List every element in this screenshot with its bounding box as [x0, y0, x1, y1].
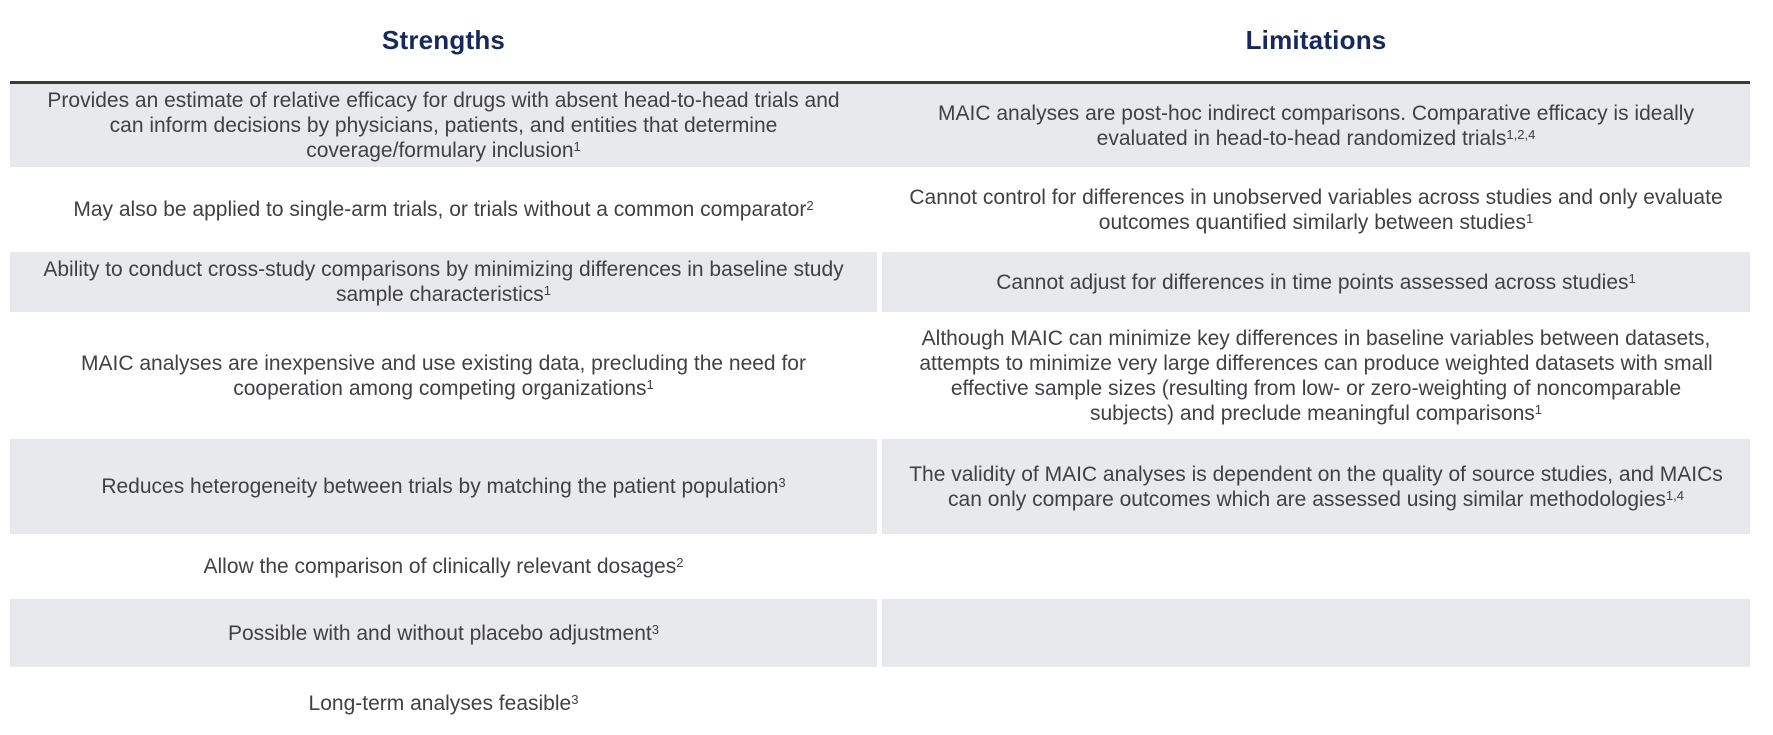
cell-text: MAIC analyses are inexpensive and use ex…: [81, 351, 806, 400]
strengths-cell: Possible with and without placebo adjust…: [10, 599, 877, 667]
column-header-strengths: Strengths: [381, 25, 506, 55]
column-header-limitations: Limitations: [1245, 25, 1387, 55]
limitations-cell: Cannot control for differences in unobse…: [882, 167, 1750, 252]
reference-superscript: 1: [646, 376, 654, 392]
cell-text: The validity of MAIC analyses is depende…: [909, 462, 1723, 511]
reference-superscript: 1,4: [1665, 487, 1684, 503]
limitations-cell: The validity of MAIC analyses is depende…: [882, 439, 1750, 534]
table-row: Provides an estimate of relative efficac…: [10, 84, 1750, 167]
reference-superscript: 3: [571, 691, 579, 707]
reference-superscript: 2: [806, 198, 814, 214]
cell-text: MAIC analyses are post-hoc indirect comp…: [938, 101, 1694, 150]
strengths-cell: MAIC analyses are inexpensive and use ex…: [10, 312, 877, 439]
cell-text: Cannot adjust for differences in time po…: [996, 270, 1636, 294]
cell-text: Although MAIC can minimize key differenc…: [919, 326, 1713, 425]
strengths-cell: Long-term analyses feasible3: [10, 667, 877, 735]
cell-text: Allow the comparison of clinically relev…: [203, 555, 684, 578]
reference-superscript: 1: [1525, 210, 1534, 226]
reference-superscript: 1: [573, 139, 581, 155]
table-header-row: Strengths Limitations: [10, 0, 1750, 81]
limitations-cell-empty: [882, 599, 1750, 667]
limitations-cell: Cannot adjust for differences in time po…: [882, 252, 1750, 312]
reference-superscript: 3: [778, 475, 786, 491]
header-divider: [10, 81, 1750, 84]
strengths-cell: Allow the comparison of clinically relev…: [10, 534, 877, 599]
table-row: Possible with and without placebo adjust…: [10, 599, 1750, 667]
comparison-table: Strengths Limitations Provides an estima…: [10, 0, 1750, 735]
cell-text: Cannot control for differences in unobse…: [909, 185, 1723, 234]
limitations-cell-empty: [882, 534, 1750, 599]
cell-text: May also be applied to single-arm trials…: [73, 198, 814, 221]
reference-superscript: 1,2,4: [1506, 126, 1536, 142]
table-row: Ability to conduct cross-study compariso…: [10, 252, 1750, 312]
limitations-cell-empty: [882, 667, 1750, 735]
strengths-cell: Provides an estimate of relative efficac…: [10, 84, 877, 167]
table-row: MAIC analyses are inexpensive and use ex…: [10, 312, 1750, 439]
cell-text: Reduces heterogeneity between trials by …: [101, 475, 786, 498]
reference-superscript: 2: [676, 555, 684, 571]
cell-text: Ability to conduct cross-study compariso…: [43, 258, 844, 306]
column-gutter: [877, 84, 882, 167]
table-row: Long-term analyses feasible3: [10, 667, 1750, 735]
strengths-cell: May also be applied to single-arm trials…: [10, 167, 877, 252]
reference-superscript: 1: [1534, 401, 1542, 417]
table-row: Allow the comparison of clinically relev…: [10, 534, 1750, 599]
strengths-cell: Ability to conduct cross-study compariso…: [10, 252, 877, 312]
strengths-cell: Reduces heterogeneity between trials by …: [10, 439, 877, 534]
reference-superscript: 1: [543, 283, 551, 299]
cell-text: Possible with and without placebo adjust…: [227, 621, 659, 645]
table-body: Provides an estimate of relative efficac…: [10, 84, 1750, 735]
reference-superscript: 1: [1628, 270, 1636, 286]
table-row: May also be applied to single-arm trials…: [10, 167, 1750, 252]
table-row: Reduces heterogeneity between trials by …: [10, 439, 1750, 534]
limitations-cell: MAIC analyses are post-hoc indirect comp…: [882, 84, 1750, 167]
cell-text: Long-term analyses feasible3: [308, 691, 579, 715]
reference-superscript: 3: [651, 621, 659, 637]
cell-text: Provides an estimate of relative efficac…: [47, 89, 840, 162]
limitations-cell: Although MAIC can minimize key differenc…: [882, 312, 1750, 439]
